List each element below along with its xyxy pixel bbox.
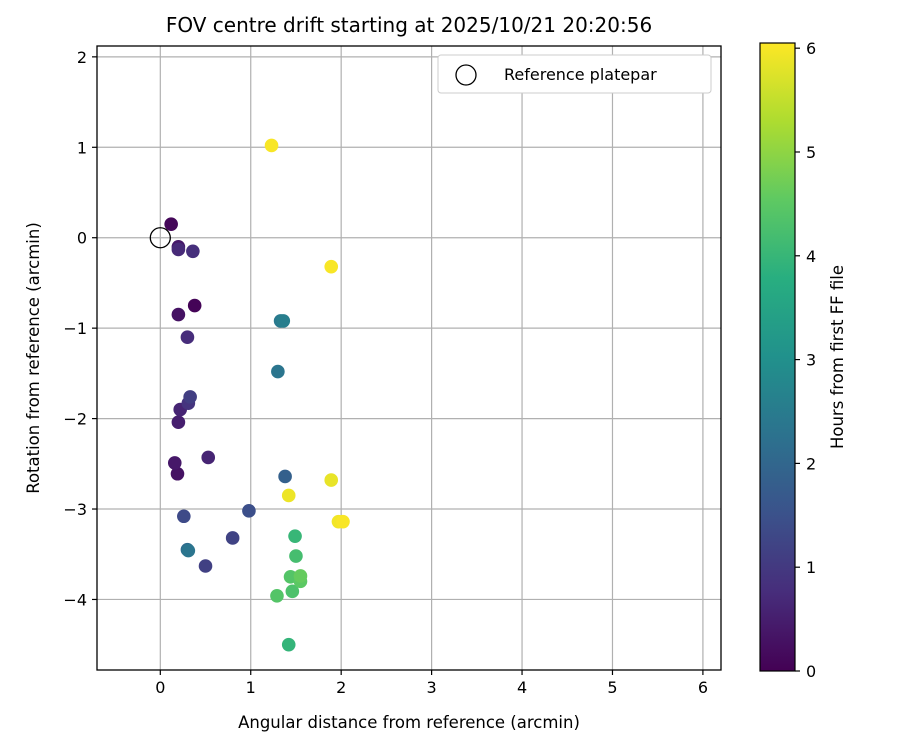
x-tick-label: 6	[698, 678, 708, 697]
data-point	[271, 364, 285, 379]
legend-marker-open-circle	[455, 64, 477, 86]
data-point	[242, 504, 256, 518]
scatter-points	[164, 138, 350, 652]
x-tick-label: 3	[427, 678, 437, 697]
data-point	[288, 529, 302, 543]
x-axis-label: Angular distance from reference (arcmin)	[238, 713, 580, 732]
x-axis: 0 1 2 3 4 5 6	[155, 670, 708, 697]
data-point	[285, 584, 300, 599]
data-point	[167, 456, 182, 470]
data-point	[171, 307, 186, 322]
y-tick-label: −4	[63, 590, 87, 609]
y-tick-label: −2	[63, 410, 87, 429]
colorbar-ticks: 0 1 2 3 4 5 6	[795, 39, 816, 681]
data-point	[281, 637, 296, 652]
data-point	[336, 514, 350, 529]
data-point	[164, 217, 178, 231]
data-point	[278, 469, 292, 484]
colorbar-label: Hours from first FF file	[828, 265, 847, 449]
colorbar-gradient	[759, 42, 796, 672]
x-tick-label: 1	[246, 678, 256, 697]
reference-layer	[149, 227, 171, 249]
colorbar-tick-label: 6	[806, 39, 816, 58]
y-axis-label: Rotation from reference (arcmin)	[24, 222, 43, 494]
y-tick-label: −1	[63, 319, 87, 338]
y-tick-label: 1	[77, 138, 87, 157]
y-axis: −4 −3 −2 −1 0 1 2	[63, 48, 97, 609]
data-point	[181, 543, 196, 558]
x-tick-label: 0	[155, 678, 165, 697]
data-point	[276, 314, 291, 328]
chart-title: FOV centre drift starting at 2025/10/21 …	[166, 13, 652, 37]
data-point	[281, 488, 296, 503]
data-point	[324, 259, 339, 274]
colorbar-tick-label: 2	[806, 454, 816, 473]
data-point	[183, 390, 197, 404]
colorbar-tick-label: 0	[806, 662, 816, 681]
legend: Reference platepar	[437, 54, 712, 94]
data-point	[180, 330, 195, 345]
legend-box	[437, 54, 712, 94]
colorbar-tick-label: 5	[806, 143, 816, 162]
colorbar: 0 1 2 3 4 5 6 Hours from first FF file	[759, 39, 847, 681]
data-point	[289, 549, 303, 563]
data-point	[170, 466, 185, 481]
reference-platepar-marker	[149, 227, 171, 249]
data-point	[177, 509, 191, 524]
x-tick-label: 4	[517, 678, 527, 697]
data-point	[201, 450, 216, 465]
plot-frame	[96, 45, 722, 671]
y-tick-label: 0	[77, 229, 87, 248]
data-point	[270, 589, 284, 603]
y-tick-label: −3	[63, 500, 87, 519]
data-point	[171, 415, 186, 430]
colorbar-tick-label: 3	[806, 351, 816, 370]
x-tick-label: 5	[607, 678, 617, 697]
data-point	[225, 531, 240, 545]
x-tick-label: 2	[336, 678, 346, 697]
data-point	[264, 138, 279, 153]
plot-grid	[97, 46, 721, 670]
data-point	[187, 298, 202, 313]
data-point	[293, 569, 308, 583]
data-point	[186, 244, 200, 259]
colorbar-tick-label: 1	[806, 558, 816, 577]
y-tick-label: 2	[77, 48, 87, 67]
legend-entry-label: Reference platepar	[504, 65, 657, 84]
data-point	[198, 559, 213, 573]
colorbar-tick-label: 4	[806, 247, 816, 266]
data-point	[171, 242, 186, 257]
data-point	[324, 473, 339, 487]
